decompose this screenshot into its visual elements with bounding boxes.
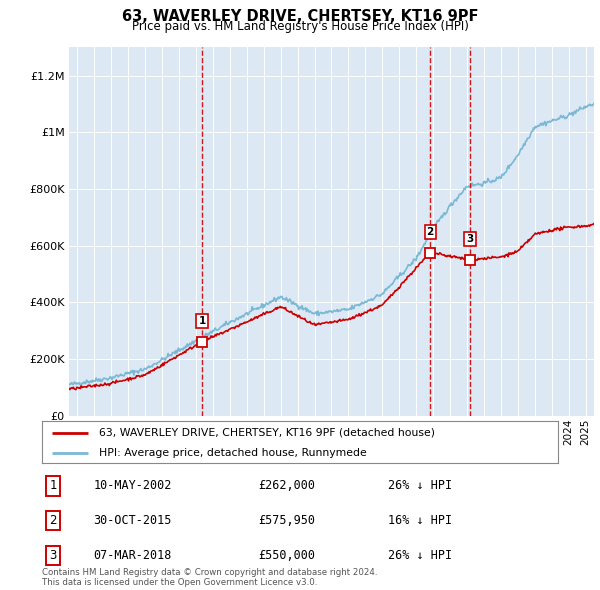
Text: 16% ↓ HPI: 16% ↓ HPI: [388, 514, 452, 527]
Text: 3: 3: [466, 234, 473, 244]
Text: 30-OCT-2015: 30-OCT-2015: [94, 514, 172, 527]
Text: 63, WAVERLEY DRIVE, CHERTSEY, KT16 9PF (detached house): 63, WAVERLEY DRIVE, CHERTSEY, KT16 9PF (…: [99, 428, 435, 438]
Text: £262,000: £262,000: [259, 479, 316, 492]
Text: £550,000: £550,000: [259, 549, 316, 562]
Text: 63, WAVERLEY DRIVE, CHERTSEY, KT16 9PF: 63, WAVERLEY DRIVE, CHERTSEY, KT16 9PF: [122, 9, 478, 24]
Text: 10-MAY-2002: 10-MAY-2002: [94, 479, 172, 492]
Text: 1: 1: [199, 316, 206, 326]
Text: 26% ↓ HPI: 26% ↓ HPI: [388, 479, 452, 492]
Text: Contains HM Land Registry data © Crown copyright and database right 2024.
This d: Contains HM Land Registry data © Crown c…: [42, 568, 377, 587]
Text: 26% ↓ HPI: 26% ↓ HPI: [388, 549, 452, 562]
Text: 07-MAR-2018: 07-MAR-2018: [94, 549, 172, 562]
Text: Price paid vs. HM Land Registry's House Price Index (HPI): Price paid vs. HM Land Registry's House …: [131, 20, 469, 33]
Text: 2: 2: [427, 227, 434, 237]
Text: £575,950: £575,950: [259, 514, 316, 527]
Text: 2: 2: [50, 514, 57, 527]
Text: HPI: Average price, detached house, Runnymede: HPI: Average price, detached house, Runn…: [99, 448, 367, 457]
Text: 1: 1: [50, 479, 57, 492]
Text: 3: 3: [50, 549, 57, 562]
